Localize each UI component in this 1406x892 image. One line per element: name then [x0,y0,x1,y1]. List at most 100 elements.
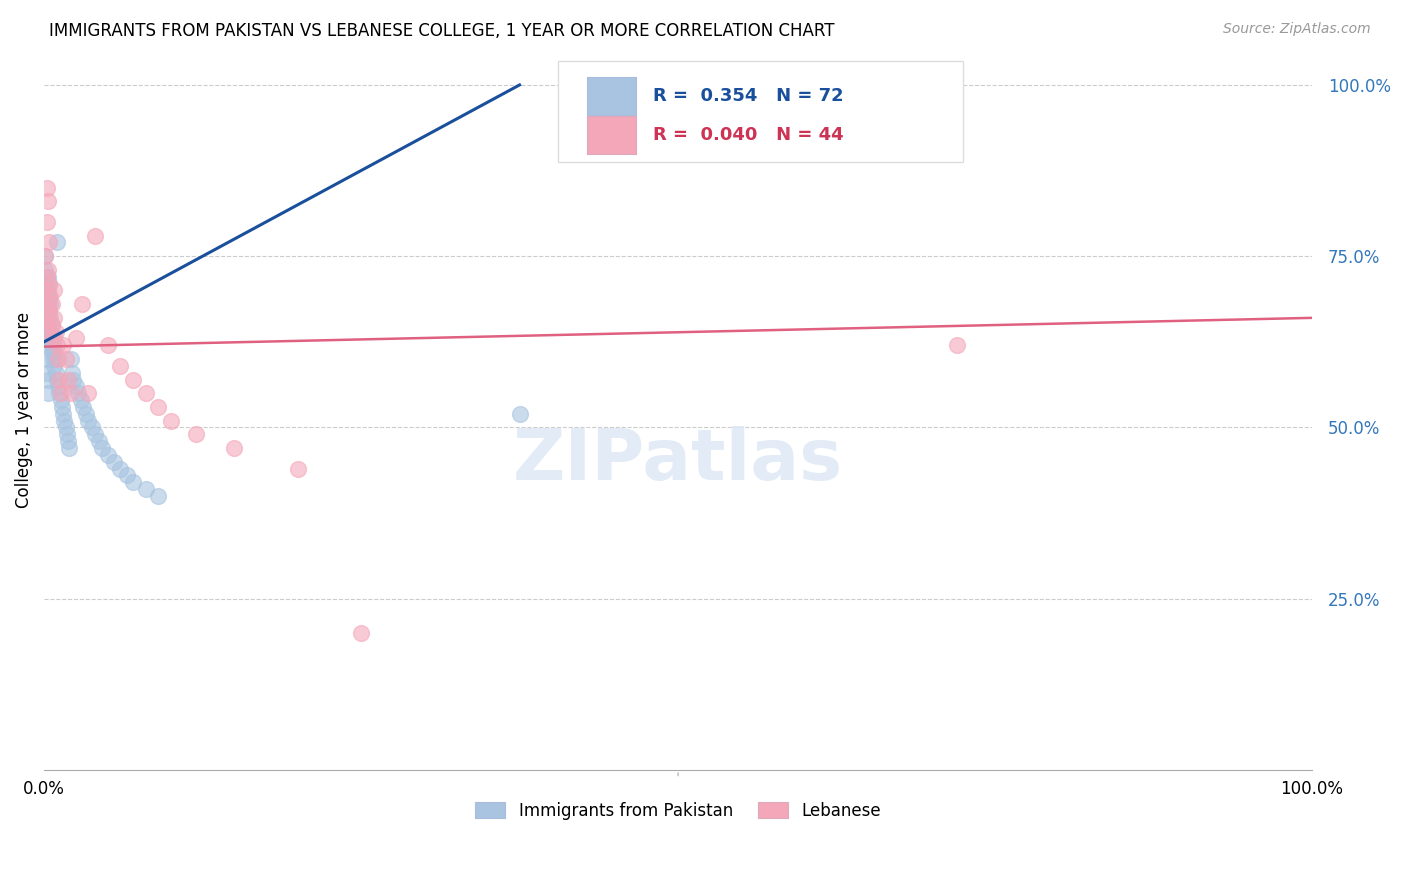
Point [75,407,97,421]
Point [60,366,83,380]
Point [44,325,66,339]
Point [77,414,100,428]
Point [70,297,93,311]
Point [38,304,60,318]
Point [45,235,67,250]
Point [35,284,58,298]
Point [48,372,70,386]
Text: Source: ZipAtlas.com: Source: ZipAtlas.com [1223,22,1371,37]
Point [39,338,62,352]
Point [35,331,58,345]
Point [34,249,56,263]
Point [49,386,72,401]
Point [45,372,67,386]
Point [115,468,138,483]
FancyBboxPatch shape [558,62,963,162]
Point [41,297,63,311]
Point [35,304,58,318]
Point [52,407,75,421]
Point [35,297,58,311]
Point [35,297,58,311]
Point [186,427,208,442]
Point [44,345,66,359]
Point [37,263,59,277]
Point [46,379,69,393]
Point [39,297,62,311]
Point [65,379,87,393]
Point [45,338,67,352]
Point [41,318,63,332]
Point [41,345,63,359]
Point [35,269,58,284]
Point [53,414,76,428]
Point [108,359,131,373]
Point [103,455,125,469]
Point [83,228,105,243]
Point [67,386,90,401]
Point [44,284,66,298]
Point [41,331,63,345]
Point [38,304,60,318]
Point [44,366,66,380]
Point [34,277,56,291]
Point [37,194,59,209]
Point [37,310,59,325]
Point [39,325,62,339]
Point [37,310,59,325]
Point [42,351,65,366]
Point [38,277,60,291]
Point [59,386,82,401]
Point [35,366,58,380]
Point [37,269,59,284]
Point [224,441,246,455]
Point [42,338,65,352]
Point [42,331,65,345]
Point [58,434,80,449]
Point [65,331,87,345]
Point [37,297,59,311]
Point [91,441,114,455]
Point [62,372,84,386]
Point [44,359,66,373]
Text: R =  0.354   N = 72: R = 0.354 N = 72 [652,87,844,105]
Point [287,461,309,475]
Point [37,372,59,386]
Point [148,400,170,414]
Point [34,297,56,311]
Point [108,461,131,475]
Point [148,489,170,503]
Text: ZIPatlas: ZIPatlas [513,426,844,495]
Point [82,420,104,434]
Point [46,351,69,366]
Point [59,351,82,366]
Point [121,475,143,490]
FancyBboxPatch shape [586,78,637,115]
Point [35,215,58,229]
Point [121,372,143,386]
Point [35,318,58,332]
Point [44,351,66,366]
Point [49,393,72,408]
Text: R =  0.040   N = 44: R = 0.040 N = 44 [652,126,844,144]
Point [56,427,79,442]
Point [946,338,969,352]
Point [135,482,157,496]
Point [58,372,80,386]
Point [160,414,183,428]
Point [44,310,66,325]
Point [39,310,62,325]
Point [37,325,59,339]
Point [37,284,59,298]
Point [37,386,59,401]
Point [39,290,62,304]
Point [41,318,63,332]
Text: IMMIGRANTS FROM PAKISTAN VS LEBANESE COLLEGE, 1 YEAR OR MORE CORRELATION CHART: IMMIGRANTS FROM PAKISTAN VS LEBANESE COL… [49,22,835,40]
Point [34,249,56,263]
Point [34,318,56,332]
Point [44,331,66,345]
Point [96,338,118,352]
Point [87,434,110,449]
Point [38,277,60,291]
Point [38,318,60,332]
Point [48,386,70,401]
